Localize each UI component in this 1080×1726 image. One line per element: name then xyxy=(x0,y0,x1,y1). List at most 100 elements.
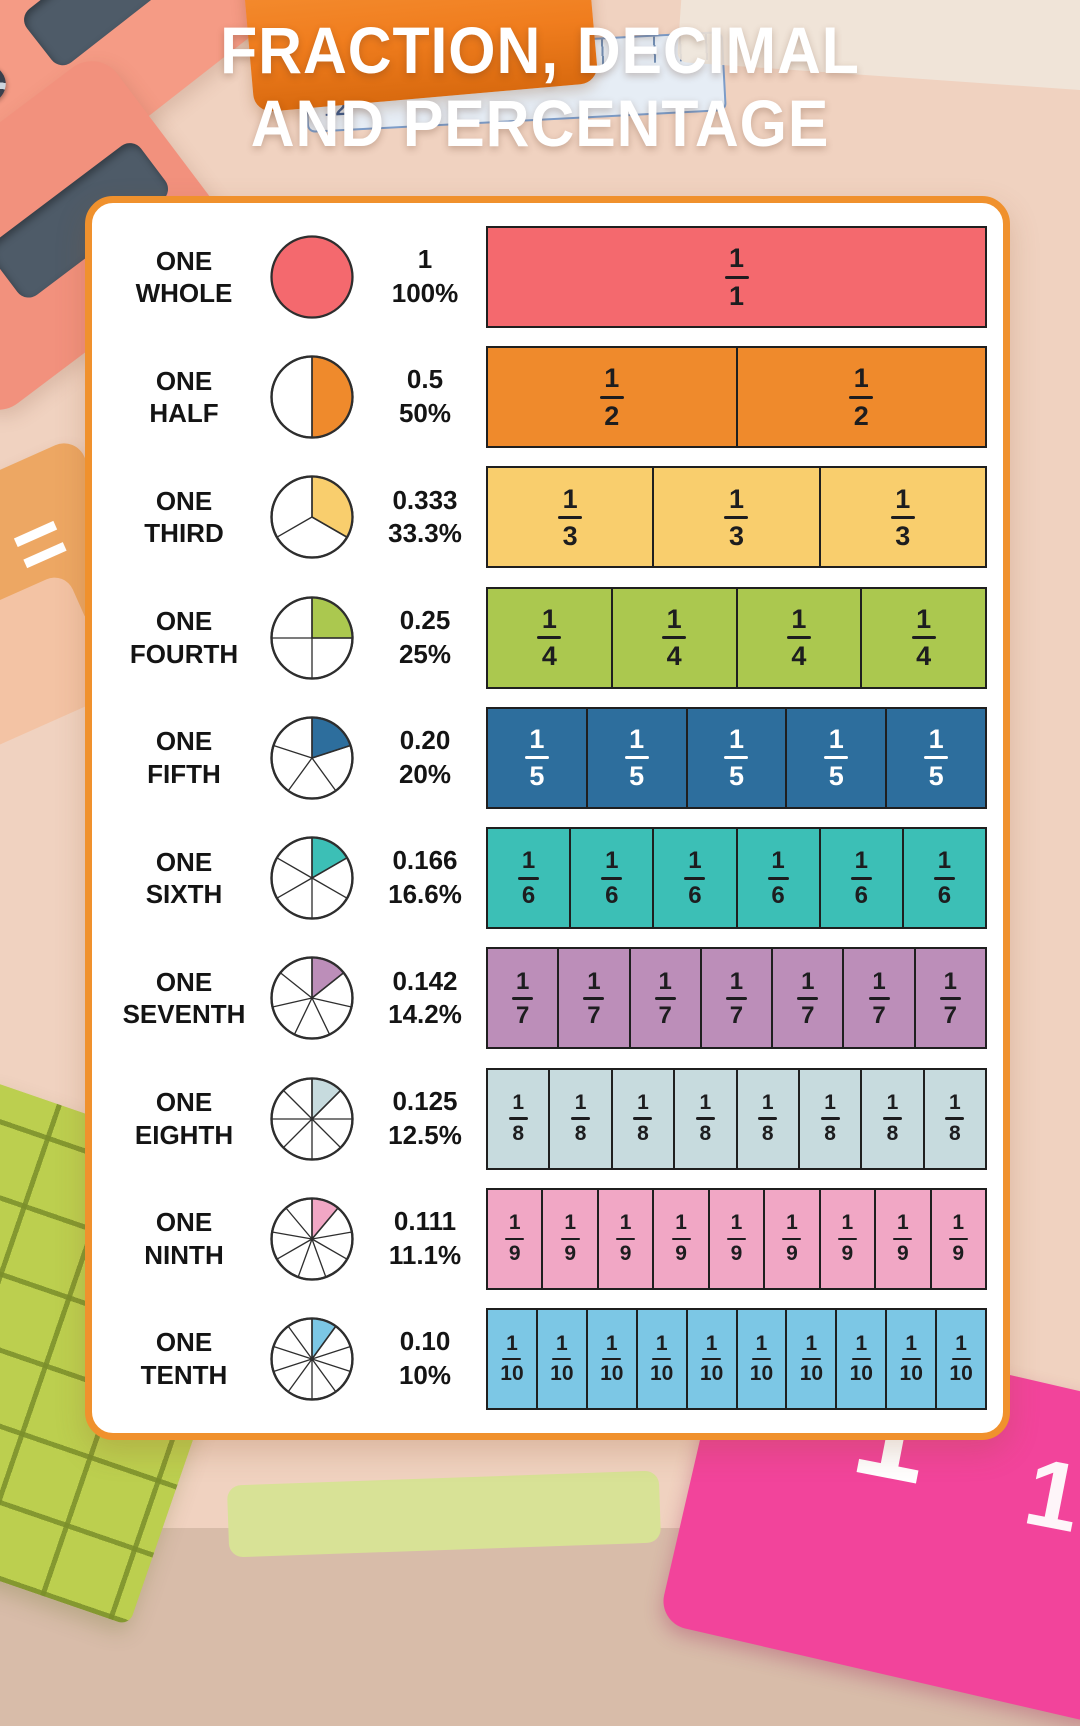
fraction-denominator: 9 xyxy=(841,1242,854,1265)
row-label: ONE WHOLE xyxy=(108,245,260,310)
fraction-pie xyxy=(260,594,364,682)
decimal-value: 0.111 xyxy=(393,1205,457,1236)
fraction-pie-svg xyxy=(270,235,354,319)
fraction-cell: 1 10 xyxy=(486,1307,538,1410)
row-label-line: ONE xyxy=(155,1207,213,1238)
fraction-value: 1 10 xyxy=(900,1332,923,1386)
decimal-value: 0.20 xyxy=(399,725,451,756)
fraction-denominator: 10 xyxy=(849,1362,873,1386)
fraction-line xyxy=(560,1237,580,1240)
fraction-numerator: 1 xyxy=(637,1091,649,1115)
fraction-line xyxy=(868,996,890,1000)
fraction-line xyxy=(837,1237,857,1240)
fraction-denominator: 7 xyxy=(587,1001,601,1029)
fraction-numerator: 1 xyxy=(937,847,952,875)
fraction-numerator: 1 xyxy=(841,1211,854,1235)
row-label: ONE SEVENTH xyxy=(108,966,260,1031)
fraction-numerator: 1 xyxy=(853,363,869,394)
fraction-value: 1 10 xyxy=(600,1332,623,1386)
fraction-value: 1 10 xyxy=(550,1332,573,1386)
fraction-line xyxy=(797,996,819,1000)
decimal-value: 0.125 xyxy=(392,1085,458,1116)
fraction-line xyxy=(851,1357,871,1361)
fraction-line xyxy=(820,1117,840,1120)
fraction-denominator: 7 xyxy=(943,1001,957,1029)
fraction-numerator: 1 xyxy=(828,724,844,755)
row-label-line: NINTH xyxy=(144,1239,224,1270)
fraction-line xyxy=(571,1117,591,1120)
pie-shaded-slice xyxy=(311,355,354,439)
fraction-line xyxy=(552,1357,572,1361)
fraction-numerator: 1 xyxy=(629,724,645,755)
row-values: 0.111 11.1% xyxy=(364,1205,486,1273)
fraction-pie-svg xyxy=(270,956,354,1040)
percent-value: 25% xyxy=(398,638,452,669)
fraction-numerator: 1 xyxy=(574,1091,587,1115)
fraction-numerator: 1 xyxy=(688,847,702,875)
fraction-row: ONE SIXTH 0.166 16.6% 1 6 1 6 1 6 1 6 1 6 1 6 xyxy=(108,822,988,934)
fraction-line xyxy=(654,996,676,1000)
fraction-numerator: 1 xyxy=(506,1331,518,1355)
fraction-numerator: 1 xyxy=(587,967,601,995)
fraction-cell: 1 10 xyxy=(585,1307,638,1410)
fraction-denominator: 8 xyxy=(699,1121,712,1145)
fraction-numerator: 1 xyxy=(728,243,745,274)
fraction-denominator: 9 xyxy=(564,1242,576,1265)
row-label: ONE HALF xyxy=(108,365,260,430)
fraction-pie-svg xyxy=(270,596,354,680)
fraction-denominator: 5 xyxy=(828,761,844,792)
row-values: 0.10 10% xyxy=(364,1325,486,1393)
row-label-line: ONE xyxy=(155,726,213,757)
fraction-numerator: 1 xyxy=(728,483,744,514)
percent-value: 33.3% xyxy=(388,518,462,549)
fraction-line xyxy=(702,1357,722,1361)
fraction-numerator: 1 xyxy=(541,603,557,634)
fraction-line xyxy=(524,756,549,760)
decimal-value: 0.333 xyxy=(392,484,458,515)
fraction-numerator: 1 xyxy=(508,1211,521,1235)
decimal-value: 0.10 xyxy=(399,1326,451,1357)
fraction-value: 1 10 xyxy=(500,1331,523,1386)
fraction-numerator: 1 xyxy=(805,1331,818,1355)
fraction-denominator: 5 xyxy=(728,761,744,792)
fraction-denominator: 6 xyxy=(688,881,702,909)
row-values: 1 100% xyxy=(364,243,486,311)
row-label-line: FIFTH xyxy=(147,758,221,789)
fraction-line xyxy=(948,1237,968,1240)
fraction-line xyxy=(901,1357,921,1361)
row-values: 0.20 20% xyxy=(364,724,486,792)
fraction-denominator: 8 xyxy=(824,1121,836,1145)
fraction-line xyxy=(850,876,872,880)
fraction-line xyxy=(945,1117,965,1120)
fraction-numerator: 1 xyxy=(562,483,578,514)
fraction-denominator: 6 xyxy=(854,881,868,909)
fraction-line xyxy=(695,1117,715,1120)
fraction-line xyxy=(890,515,915,519)
fraction-line xyxy=(767,876,789,880)
row-values: 0.142 14.2% xyxy=(364,965,486,1033)
fraction-denominator: 9 xyxy=(619,1242,632,1265)
fraction-pie-svg xyxy=(270,1197,354,1281)
